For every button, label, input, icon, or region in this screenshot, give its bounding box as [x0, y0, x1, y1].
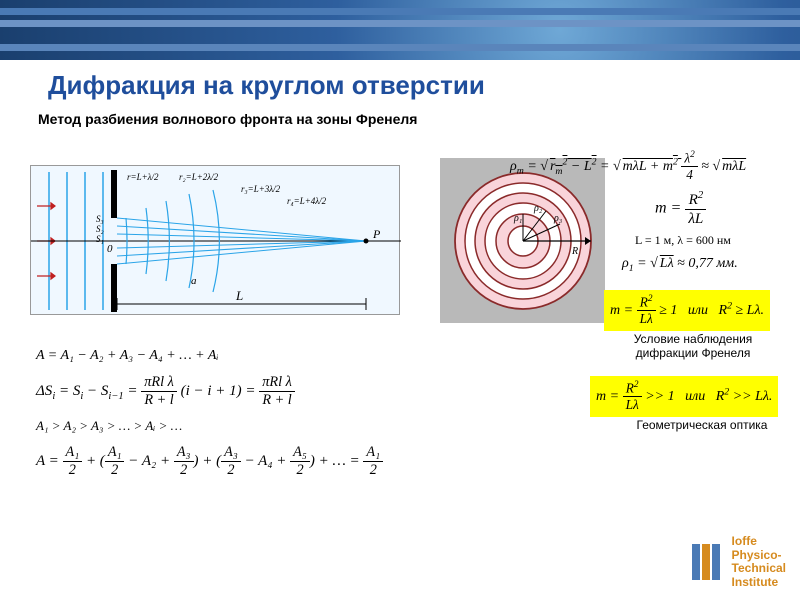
svg-text:S₃: S₃ [96, 214, 104, 224]
header-stripe [0, 20, 800, 27]
svg-text:ρ₃: ρ₃ [553, 213, 563, 224]
svg-text:ρ₂: ρ₂ [533, 203, 543, 214]
formula-given: L = 1 м, λ = 600 нм [635, 233, 731, 248]
formula-rho1: ρ1 = √Lλ ≈ 0,77 мм. [622, 256, 738, 274]
header-band [0, 0, 800, 60]
formula-rho-m: ρm = √rm2 − L2 = √mλL + m2 λ24 ≈ √mλL [510, 150, 746, 183]
label-0: 0 [107, 243, 113, 255]
page-subtitle: Метод разбиения волнового фронта на зоны… [0, 105, 800, 127]
label-a: a [191, 275, 197, 287]
svg-text:r₂=L+2λ/2: r₂=L+2λ/2 [179, 172, 219, 182]
caption-geometric: Геометрическая оптика [622, 418, 782, 432]
svg-text:R: R [571, 246, 578, 257]
point-p [364, 239, 369, 244]
label-p: P [372, 227, 381, 241]
svg-text:S₂: S₂ [96, 224, 104, 234]
logo-text: Ioffe Physico- Technical Institute [732, 535, 786, 590]
svg-text:ρ₁: ρ₁ [513, 213, 522, 224]
logo-icon [686, 540, 726, 584]
formula-m: m = R2λL [655, 190, 706, 228]
formula-A-sum: A = A₁ − A₂ + A₃ − A₄ + … + Aᵢ [36, 348, 219, 364]
header-stripe [0, 8, 800, 15]
label-L: L [235, 288, 243, 303]
svg-text:r₃=L+3λ/2: r₃=L+3λ/2 [241, 184, 281, 194]
aperture-top [111, 170, 117, 218]
wavefront-diagram: P 0 L a S₃ S₂ S₁ r=L+λ/2 r₂=L+2λ/2 r₃=L+… [30, 165, 400, 315]
page-title: Дифракция на круглом отверстии [0, 60, 800, 105]
svg-text:r=L+λ/2: r=L+λ/2 [127, 172, 159, 182]
formula-A-ineq: A₁ > A₂ > A₃ > … > Aᵢ > … [36, 418, 182, 434]
formula-geometric-condition: m = R2Lλ >> 1 или R2 >> Lλ. [590, 376, 778, 417]
svg-text:S₁: S₁ [96, 234, 104, 244]
formula-dS: ΔSi = Si − Si−1 = πRl λR + l (i − i + 1)… [36, 374, 295, 409]
header-stripe [0, 44, 800, 51]
institute-logo: Ioffe Physico- Technical Institute [686, 535, 786, 590]
aperture-bottom [111, 264, 117, 312]
formula-A-group: A = A₁2 + (A₁2 − A₂ + A₃2) + (A₃2 − A₄ +… [36, 444, 383, 479]
formula-fresnel-condition: m = R2Lλ ≥ 1 или R2 ≥ Lλ. [604, 290, 770, 331]
svg-text:r₄=L+4λ/2: r₄=L+4λ/2 [287, 196, 327, 206]
r-labels: r=L+λ/2 r₂=L+2λ/2 r₃=L+3λ/2 r₄=L+4λ/2 [127, 172, 327, 206]
caption-fresnel: Условие наблюдениядифракции Френеля [618, 332, 768, 360]
